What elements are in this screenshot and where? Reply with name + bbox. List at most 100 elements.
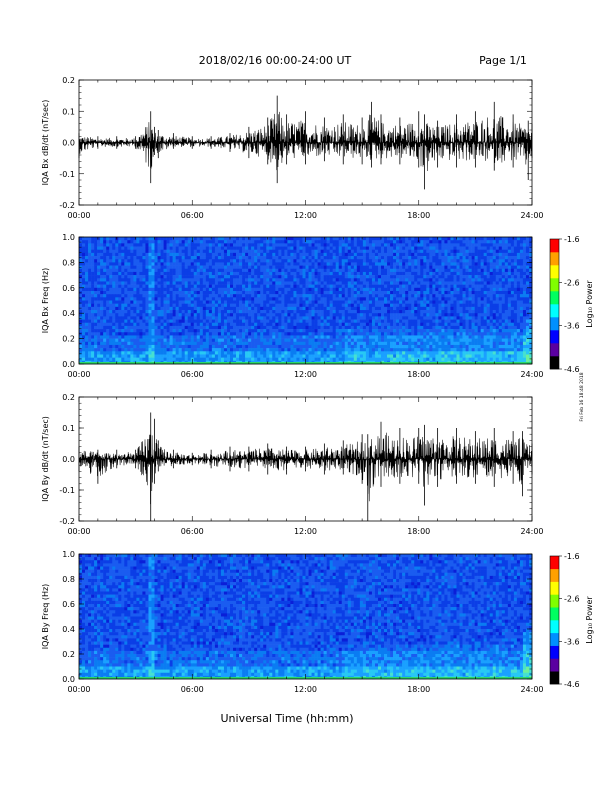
spectrogram-cell xyxy=(492,243,497,247)
spectrogram-cell xyxy=(341,256,346,260)
spectrogram-cell xyxy=(438,265,442,270)
spectrogram-cell xyxy=(175,310,179,314)
spectrogram-cell xyxy=(100,322,104,327)
spectrogram-cell xyxy=(178,262,182,266)
spectrogram-cell xyxy=(377,278,382,282)
spectrogram-cell xyxy=(233,262,237,266)
spectrogram-cell xyxy=(166,313,170,317)
spectrogram-cell xyxy=(236,325,240,330)
spectrogram-cell xyxy=(103,259,107,263)
spectrogram-cell xyxy=(112,259,116,263)
spectrogram-cell xyxy=(320,268,324,273)
spectrogram-cell xyxy=(254,287,258,292)
spectrogram-cell xyxy=(226,306,231,311)
spectrogram-cell xyxy=(477,335,481,339)
spectrogram-cell xyxy=(456,319,460,324)
spectrogram-cell xyxy=(483,240,487,244)
spectrogram-cell xyxy=(91,303,95,308)
spectrogram-cell xyxy=(275,290,279,295)
spectrogram-cell xyxy=(214,243,219,247)
spectrogram-cell xyxy=(208,325,213,330)
spectrogram-cell xyxy=(317,306,321,311)
spectrogram-cell xyxy=(477,268,481,273)
spectrogram-cell xyxy=(335,256,340,260)
spectrogram-cell xyxy=(169,268,173,273)
spectrogram-cell xyxy=(193,243,198,247)
spectrogram-cell xyxy=(399,275,403,279)
spectrogram-cell xyxy=(133,240,137,244)
spectrogram-cell xyxy=(347,325,352,330)
spectrogram-cell xyxy=(118,290,122,295)
spectrogram-cell xyxy=(115,325,119,330)
spectrogram-cell xyxy=(275,313,279,317)
spectrogram-cell xyxy=(486,243,491,247)
spectrogram-cell xyxy=(190,325,195,330)
spectrogram-cell xyxy=(332,271,336,276)
spectrogram-cell xyxy=(220,281,225,285)
spectrogram-cell xyxy=(344,313,349,317)
spectrogram-cell xyxy=(290,325,294,330)
spectrogram-cell xyxy=(516,325,521,330)
spectrogram-cell xyxy=(444,237,448,241)
spectrogram-cell xyxy=(260,303,264,308)
spectrogram-cell xyxy=(127,275,131,279)
spectrogram-cell xyxy=(384,316,388,320)
spectrogram-cell xyxy=(347,297,352,301)
spectrogram-cell xyxy=(184,316,189,320)
spectrogram-cell xyxy=(492,319,497,324)
spectrogram-cell xyxy=(308,322,312,327)
spectrogram-cell xyxy=(196,237,201,241)
spectrogram-cell xyxy=(133,300,137,304)
spectrogram-cell xyxy=(136,237,140,241)
spectrogram-cell xyxy=(435,310,439,314)
spectrogram-cell xyxy=(115,256,119,260)
spectrogram-cell xyxy=(371,313,376,317)
spectrogram-cell xyxy=(420,294,424,298)
spectrogram-cell xyxy=(145,316,149,320)
spectrogram-cell xyxy=(432,332,436,336)
spectrogram-cell xyxy=(296,287,300,292)
spectrogram-cell xyxy=(302,294,306,298)
spectrogram-cell xyxy=(290,259,294,263)
spectrogram-cell xyxy=(417,281,421,285)
spectrogram-cell xyxy=(121,322,125,327)
spectrogram-cell xyxy=(347,268,352,273)
spectrogram-cell xyxy=(471,243,475,247)
spectrogram-cell xyxy=(272,281,276,285)
spectrogram-cell xyxy=(374,240,379,244)
spectrogram-cell xyxy=(160,297,164,301)
spectrogram-cell xyxy=(112,325,116,330)
spectrogram-cell xyxy=(480,294,484,298)
spectrogram-cell xyxy=(501,287,506,292)
spectrogram-cell xyxy=(320,246,324,250)
spectrogram-cell xyxy=(112,310,116,314)
spectrogram-cell xyxy=(332,300,336,304)
spectrogram-cell xyxy=(127,271,131,276)
spectrogram-cell xyxy=(160,243,164,247)
spectrogram-cell xyxy=(522,325,527,330)
spectrogram-cell xyxy=(338,306,343,311)
spectrogram-cell xyxy=(528,310,533,314)
spectrogram-cell xyxy=(528,271,533,276)
spectrogram-cell xyxy=(411,332,415,336)
spectrogram-cell xyxy=(323,303,327,308)
spectrogram-cell xyxy=(85,259,89,263)
spectrogram-cell xyxy=(468,310,472,314)
spectrogram-cell xyxy=(396,278,400,282)
spectrogram-cell xyxy=(284,297,288,301)
spectrogram-cell xyxy=(169,278,173,282)
spectrogram-cell xyxy=(290,268,294,273)
spectrogram-cell xyxy=(184,294,189,298)
spectrogram-cell xyxy=(130,329,134,333)
spectrogram-cell xyxy=(169,246,173,250)
spectrogram-cell xyxy=(202,284,207,289)
spectrogram-cell xyxy=(118,303,122,308)
spectrogram-cell xyxy=(435,278,439,282)
spectrogram-cell xyxy=(326,259,330,263)
spectrogram-cell xyxy=(335,284,340,289)
spectrogram-cell xyxy=(486,262,491,266)
spectrogram-cell xyxy=(426,246,430,250)
spectrogram-cell xyxy=(305,281,309,285)
spectrogram-cell xyxy=(284,246,288,250)
spectrogram-cell xyxy=(109,322,113,327)
